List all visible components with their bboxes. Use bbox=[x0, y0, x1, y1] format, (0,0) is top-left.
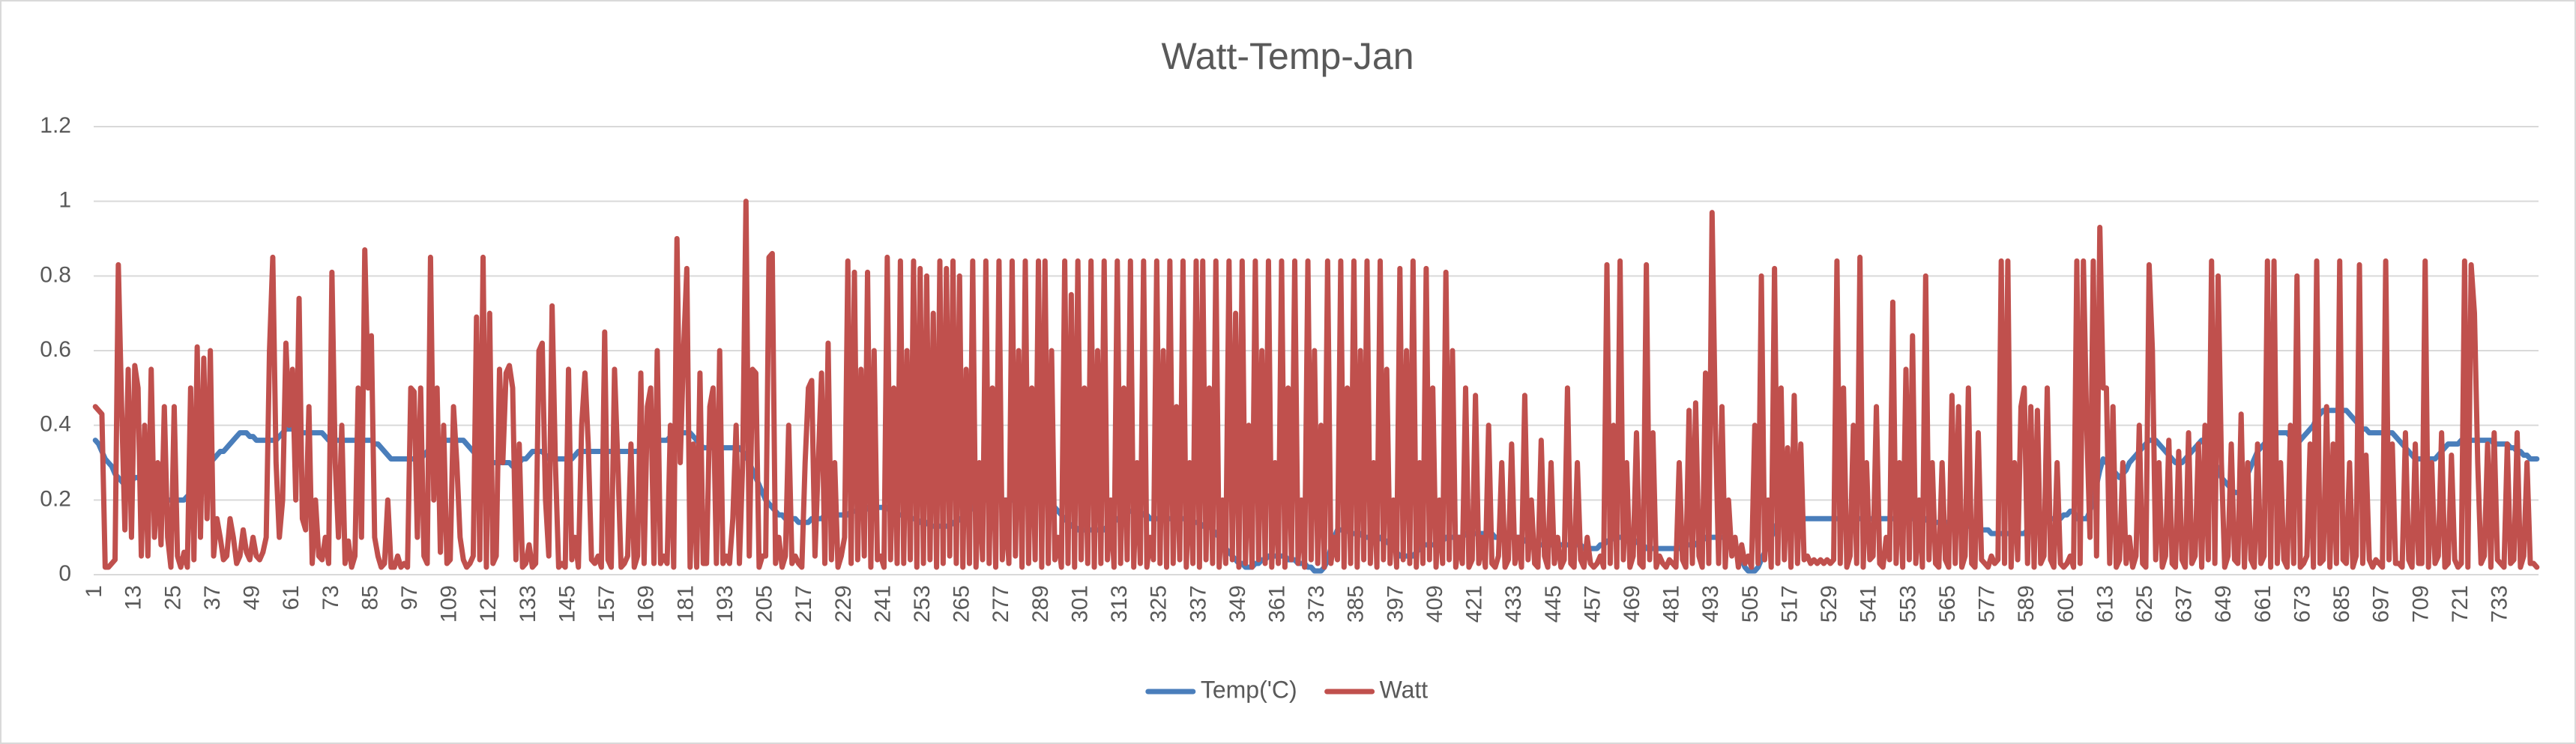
x-tick-label: 289 bbox=[1028, 585, 1053, 623]
x-tick-label: 637 bbox=[2172, 585, 2197, 623]
x-tick-label: 37 bbox=[200, 585, 225, 610]
x-tick-label: 457 bbox=[1580, 585, 1605, 623]
x-tick-label: 577 bbox=[1975, 585, 2000, 623]
y-tick-label: 0.4 bbox=[40, 412, 71, 437]
x-tick-label: 601 bbox=[2054, 585, 2078, 623]
y-tick-label: 0.8 bbox=[40, 262, 71, 287]
x-tick-label: 133 bbox=[516, 585, 540, 623]
x-tick-label: 217 bbox=[791, 585, 816, 623]
y-tick-label: 0 bbox=[58, 561, 71, 586]
x-tick-label: 625 bbox=[2132, 585, 2157, 623]
x-tick-label: 361 bbox=[1265, 585, 1290, 623]
x-tick-label: 541 bbox=[1856, 585, 1881, 623]
x-tick-label: 433 bbox=[1501, 585, 1526, 623]
x-tick-label: 205 bbox=[752, 585, 777, 623]
x-tick-label: 97 bbox=[397, 585, 422, 610]
legend-label: Watt bbox=[1380, 676, 1429, 703]
y-tick-label: 0.6 bbox=[40, 337, 71, 362]
x-tick-label: 13 bbox=[121, 585, 146, 610]
x-tick-label: 409 bbox=[1423, 585, 1447, 623]
x-tick-label: 613 bbox=[2093, 585, 2117, 623]
x-tick-label: 193 bbox=[713, 585, 737, 623]
x-tick-label: 529 bbox=[1817, 585, 1841, 623]
x-tick-label: 553 bbox=[1895, 585, 1920, 623]
x-tick-label: 61 bbox=[279, 585, 304, 610]
x-tick-label: 721 bbox=[2448, 585, 2473, 623]
x-tick-label: 301 bbox=[1067, 585, 1092, 623]
x-tick-label: 697 bbox=[2369, 585, 2394, 623]
x-tick-label: 313 bbox=[1107, 585, 1132, 623]
x-tick-label: 481 bbox=[1659, 585, 1684, 623]
x-tick-label: 325 bbox=[1147, 585, 1171, 623]
x-tick-label: 229 bbox=[831, 585, 856, 623]
x-tick-label: 73 bbox=[319, 585, 343, 610]
x-tick-label: 397 bbox=[1383, 585, 1408, 623]
series-line bbox=[92, 199, 2540, 570]
x-tick-label: 145 bbox=[555, 585, 579, 623]
x-tick-label: 265 bbox=[950, 585, 974, 623]
x-tick-label: 733 bbox=[2488, 585, 2512, 623]
x-tick-label: 385 bbox=[1344, 585, 1369, 623]
x-tick-label: 565 bbox=[1935, 585, 1960, 623]
x-tick-label: 49 bbox=[240, 585, 265, 610]
x-tick-label: 109 bbox=[437, 585, 462, 623]
chart-title: Watt-Temp-Jan bbox=[1161, 35, 1414, 77]
x-tick-label: 673 bbox=[2290, 585, 2314, 623]
y-tick-label: 0.2 bbox=[40, 486, 71, 511]
x-tick-label: 1 bbox=[82, 585, 106, 598]
x-tick-label: 25 bbox=[160, 585, 185, 610]
x-tick-label: 121 bbox=[476, 585, 501, 623]
x-tick-label: 337 bbox=[1186, 585, 1210, 623]
x-tick-label: 445 bbox=[1541, 585, 1566, 623]
x-tick-label: 709 bbox=[2408, 585, 2433, 623]
x-tick-label: 589 bbox=[2014, 585, 2039, 623]
y-tick-label: 1 bbox=[58, 188, 71, 213]
x-tick-label: 277 bbox=[989, 585, 1013, 623]
x-tick-label: 373 bbox=[1304, 585, 1329, 623]
legend: Temp('C) Watt bbox=[1145, 676, 1429, 703]
x-tick-label: 241 bbox=[870, 585, 895, 623]
x-tick-label: 493 bbox=[1698, 585, 1723, 623]
x-tick-label: 169 bbox=[634, 585, 659, 623]
x-tick-label: 157 bbox=[594, 585, 619, 623]
x-tick-label: 253 bbox=[910, 585, 935, 623]
x-tick-label: 421 bbox=[1462, 585, 1487, 623]
x-tick-label: 649 bbox=[2211, 585, 2236, 623]
x-tick-label: 517 bbox=[1777, 585, 1802, 623]
x-tick-label: 505 bbox=[1738, 585, 1763, 623]
x-tick-label: 469 bbox=[1620, 585, 1644, 623]
x-tick-label: 85 bbox=[358, 585, 382, 610]
y-tick-label: 1.2 bbox=[40, 113, 71, 138]
legend-label: Temp('C) bbox=[1201, 676, 1297, 703]
x-tick-label: 349 bbox=[1225, 585, 1250, 623]
x-tick-label: 685 bbox=[2329, 585, 2354, 623]
x-tick-label: 661 bbox=[2251, 585, 2275, 623]
x-tick-label: 181 bbox=[673, 585, 698, 623]
